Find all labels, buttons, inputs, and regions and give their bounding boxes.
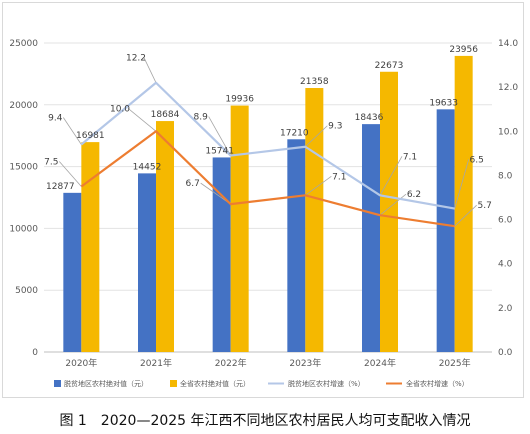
right-axis-tick-label: 12.0 bbox=[498, 83, 518, 93]
legend-item: 全省农村绝对值（元） bbox=[170, 379, 250, 388]
bar-data-label: 22673 bbox=[375, 61, 404, 71]
leader-line bbox=[305, 175, 332, 196]
line-data-label: 5.7 bbox=[478, 201, 492, 211]
bar-data-label: 18684 bbox=[151, 110, 180, 120]
bar bbox=[287, 139, 306, 352]
line-data-label: 7.1 bbox=[403, 152, 417, 162]
legend: 脱贫地区农村绝对值（元） 全省农村绝对值（元） 脱贫地区农村增速（%） 全省农村增速（… bbox=[54, 379, 469, 388]
x-axis-tick-label: 2022年 bbox=[215, 357, 247, 369]
x-axis-tick-label: 2025年 bbox=[439, 357, 471, 369]
bar-data-label: 21358 bbox=[300, 77, 329, 87]
leader-line bbox=[127, 107, 157, 132]
right-axis-tick-label: 14.0 bbox=[498, 39, 518, 49]
bar-data-label: 15741 bbox=[205, 146, 234, 156]
legend-label: 全省农村增速（%） bbox=[406, 379, 469, 388]
bar-data-label: 23956 bbox=[449, 45, 478, 55]
leader-line bbox=[63, 117, 82, 145]
leader-line bbox=[59, 161, 82, 187]
line-data-label: 12.2 bbox=[126, 54, 146, 64]
leader-line bbox=[454, 204, 477, 227]
bar-data-label: 19936 bbox=[225, 95, 254, 105]
axes-layer: 0 5000 10000 15000 20000 25000 0.0 2.0 4.0 6.0 8.0… bbox=[9, 39, 518, 369]
leader-line bbox=[305, 125, 328, 148]
series-line bbox=[80, 130, 455, 228]
bar bbox=[81, 142, 100, 352]
legend-label: 脱贫地区农村增速（%） bbox=[288, 379, 365, 388]
right-axis-tick-label: 4.0 bbox=[498, 260, 513, 270]
bar bbox=[63, 192, 82, 352]
left-axis-tick-label: 25000 bbox=[9, 39, 38, 49]
right-axis-tick-label: 10.0 bbox=[498, 127, 518, 137]
line-data-label: 7.5 bbox=[44, 157, 58, 167]
line-data-label: 6.7 bbox=[186, 179, 200, 189]
bars-layer bbox=[63, 55, 473, 353]
left-axis-tick-label: 5000 bbox=[15, 286, 38, 296]
legend-item: 脱贫地区农村绝对值（元） bbox=[54, 379, 148, 388]
line-data-label: 6.2 bbox=[407, 190, 421, 200]
left-axis-tick-label: 10000 bbox=[9, 224, 38, 234]
leader-lines-layer bbox=[59, 57, 477, 227]
right-axis-tick-label: 2.0 bbox=[498, 304, 513, 314]
leader-line bbox=[379, 156, 403, 196]
line-data-label: 10.0 bbox=[110, 104, 130, 114]
legend-label: 全省农村绝对值（元） bbox=[180, 379, 250, 388]
bar-data-label: 14452 bbox=[133, 162, 162, 172]
bar bbox=[454, 55, 473, 352]
bar-data-label: 12877 bbox=[46, 182, 75, 192]
line-data-label: 8.9 bbox=[194, 113, 209, 123]
leader-line bbox=[208, 116, 232, 156]
legend-item: 全省农村增速（%） bbox=[386, 379, 469, 388]
income-chart: 12877 14452 15741 17210 18436 19633 16981 18684… bbox=[9, 39, 518, 388]
figure-caption: 图 1 2020—2025 年江西不同地区农村居民人均可支配收入情况 bbox=[59, 413, 471, 429]
bar bbox=[436, 109, 455, 352]
line-data-label: 9.4 bbox=[48, 114, 63, 124]
right-axis-tick-label: 0.0 bbox=[498, 348, 513, 358]
x-axis-tick-label: 2024年 bbox=[364, 357, 396, 369]
left-axis-tick-label: 15000 bbox=[9, 163, 38, 173]
bar bbox=[230, 105, 249, 353]
bar bbox=[305, 88, 324, 352]
bar-data-label: 19633 bbox=[429, 98, 458, 108]
x-axis-tick-label: 2023年 bbox=[289, 357, 321, 369]
line-data-label: 9.3 bbox=[328, 122, 342, 132]
left-axis-tick-label: 20000 bbox=[9, 101, 38, 111]
bar bbox=[212, 157, 231, 352]
bar bbox=[380, 71, 398, 352]
bar-data-label: 16981 bbox=[76, 131, 105, 141]
leader-line bbox=[454, 159, 470, 209]
leader-line bbox=[379, 193, 407, 216]
x-axis-tick-label: 2020年 bbox=[65, 357, 97, 369]
grid-layer bbox=[44, 42, 492, 353]
bar bbox=[138, 173, 156, 352]
x-axis-tick-label: 2021年 bbox=[140, 357, 172, 369]
bar bbox=[362, 124, 380, 352]
bar bbox=[156, 121, 174, 352]
legend-label: 脱贫地区农村绝对值（元） bbox=[64, 379, 148, 388]
bar-data-label: 17210 bbox=[280, 128, 309, 138]
line-data-label: 7.1 bbox=[332, 172, 346, 182]
leader-line bbox=[143, 57, 157, 83]
series-line bbox=[80, 81, 455, 210]
legend-swatch bbox=[54, 380, 61, 387]
legend-swatch bbox=[170, 380, 177, 387]
line-data-label: 6.5 bbox=[470, 156, 484, 166]
bar-data-label: 18436 bbox=[355, 113, 384, 123]
data-labels-layer: 12877 14452 15741 17210 18436 19633 16981 18684… bbox=[44, 45, 492, 211]
lines-layer bbox=[80, 81, 455, 228]
legend-item: 脱贫地区农村增速（%） bbox=[268, 379, 365, 388]
right-axis-tick-label: 8.0 bbox=[498, 171, 513, 181]
left-axis-tick-label: 0 bbox=[32, 348, 38, 358]
right-axis-tick-label: 6.0 bbox=[498, 216, 513, 226]
